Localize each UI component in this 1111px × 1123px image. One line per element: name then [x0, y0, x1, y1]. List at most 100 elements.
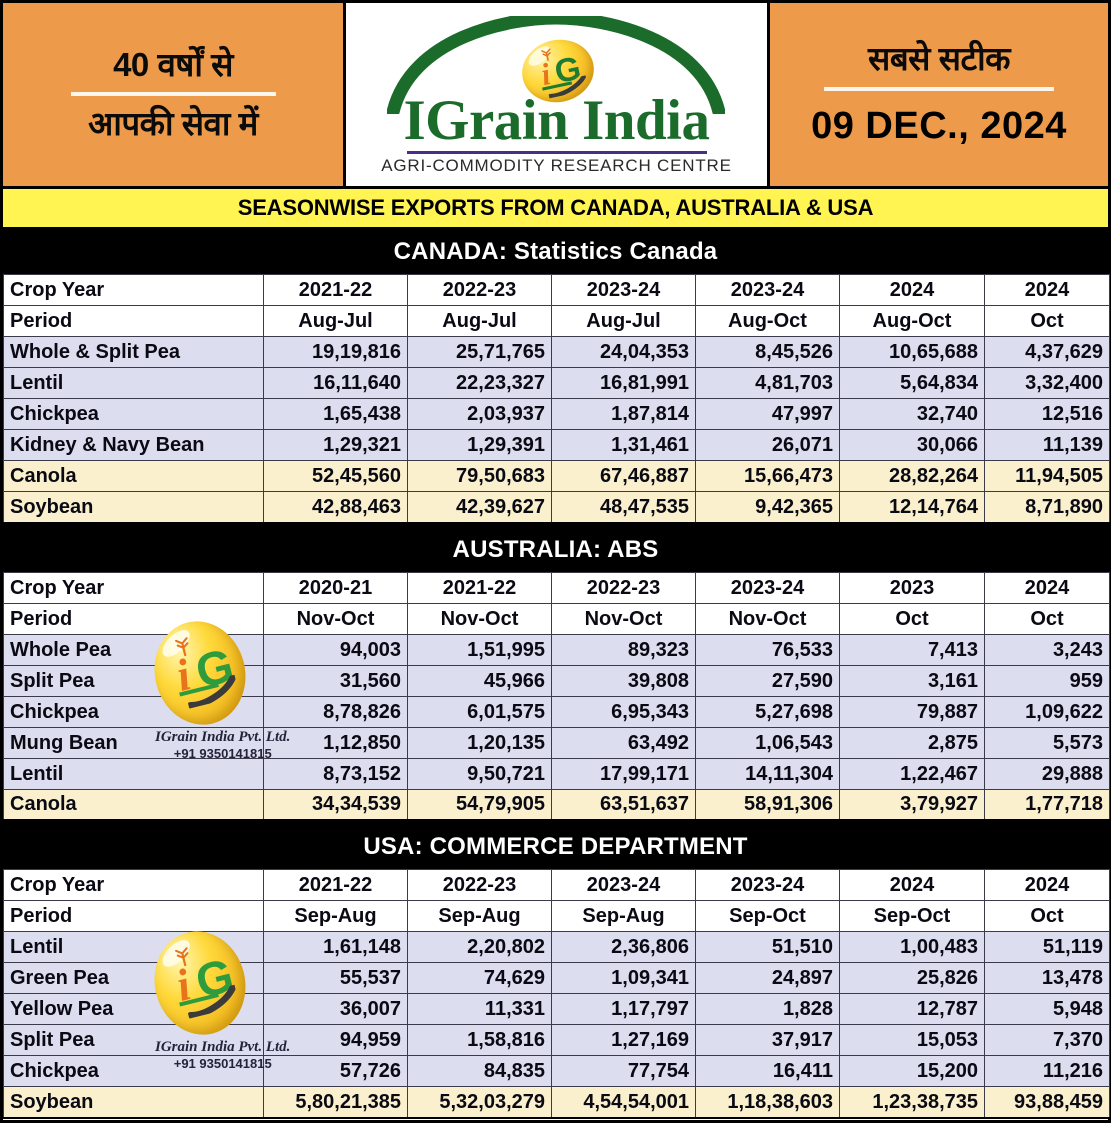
- column-header-cell: Aug-Jul: [551, 305, 696, 337]
- export-value-cell: 77,754: [551, 1055, 696, 1087]
- export-value-cell: 94,003: [263, 633, 408, 666]
- column-header-cell: Aug-Jul: [263, 305, 408, 337]
- table-header-row: Crop Year 2021-22 2022-23 2023-24 2023-24 202…: [3, 274, 1110, 306]
- table-header-row: Period Aug-Jul Aug-Jul Aug-Jul Aug-Oct Aug-Oc…: [3, 305, 1110, 337]
- export-value-cell: 9,50,721: [407, 757, 552, 790]
- column-header-cell: 2023-24: [551, 274, 696, 306]
- export-value-cell: 37,917: [695, 1024, 840, 1056]
- table-row: Mung Bean 1,12,850 1,20,135 63,492 1,06,543 2…: [3, 726, 1110, 759]
- table-row: Green Pea 55,537 74,629 1,09,341 24,897 25,82…: [3, 962, 1110, 994]
- logo-panel: i G IGrain India AGRI-COMMODITY RESEARCH…: [346, 3, 767, 186]
- column-header-cell: 2022-23: [407, 274, 552, 306]
- report-title-banner: SEASONWISE EXPORTS FROM CANADA, AUSTRALI…: [3, 189, 1108, 230]
- export-value-cell: 63,51,637: [551, 788, 696, 821]
- export-value-cell: 15,053: [839, 1024, 985, 1056]
- export-value-cell: 3,79,927: [839, 788, 985, 821]
- export-value-cell: 94,959: [263, 1024, 408, 1056]
- export-value-cell: 1,87,814: [551, 398, 696, 430]
- report-date: 09 DEC., 2024: [811, 105, 1067, 148]
- export-table-australia: Crop Year 2020-21 2021-22 2022-23 2023-24 202…: [3, 571, 1110, 821]
- column-header-cell: Nov-Oct: [695, 602, 840, 635]
- table-row: Lentil 16,11,640 22,23,327 16,81,991 4,81,70…: [3, 367, 1110, 399]
- export-value-cell: 25,71,765: [407, 336, 552, 368]
- section-heading-usa: USA: COMMERCE DEPARTMENT: [3, 825, 1108, 869]
- export-value-cell: 15,66,473: [695, 460, 840, 492]
- export-value-cell: 31,560: [263, 664, 408, 697]
- table-row: Chickpea 8,78,826 6,01,575 6,95,343 5,27,698…: [3, 695, 1110, 728]
- table-header-row: Crop Year 2020-21 2021-22 2022-23 2023-24 202…: [3, 571, 1110, 604]
- export-value-cell: 74,629: [407, 962, 552, 994]
- export-value-cell: 47,997: [695, 398, 840, 430]
- column-header-label: Crop Year: [3, 274, 264, 306]
- export-value-cell: 7,413: [839, 633, 985, 666]
- divider-rule-left: [70, 92, 276, 96]
- export-value-cell: 1,17,797: [551, 993, 696, 1025]
- export-value-cell: 11,94,505: [984, 460, 1110, 492]
- column-header-cell: Oct: [984, 602, 1110, 635]
- export-value-cell: 1,61,148: [263, 931, 408, 963]
- export-value-cell: 57,726: [263, 1055, 408, 1087]
- column-header-cell: Sep-Aug: [407, 900, 552, 932]
- commodity-label: Lentil: [3, 367, 264, 399]
- brand-name: IGrain India: [403, 88, 710, 152]
- export-value-cell: 5,948: [984, 993, 1110, 1025]
- section-divider: [3, 523, 1108, 528]
- column-header-cell: 2024: [984, 274, 1110, 306]
- table-row: Split Pea 94,959 1,58,816 1,27,169 37,917 15,…: [3, 1024, 1110, 1056]
- export-value-cell: 12,787: [839, 993, 985, 1025]
- section-usa: USA: COMMERCE DEPARTMENT Crop Year 2021-22…: [3, 825, 1110, 1119]
- export-value-cell: 93,88,459: [984, 1086, 1110, 1119]
- column-header-cell: Sep-Aug: [263, 900, 408, 932]
- export-value-cell: 5,64,834: [839, 367, 985, 399]
- tagline-right-line1: सबसे सटीक: [868, 39, 1010, 77]
- export-value-cell: 1,65,438: [263, 398, 408, 430]
- table-header-row: Period Sep-Aug Sep-Aug Sep-Aug Sep-Oct Sep-Oc…: [3, 900, 1110, 932]
- commodity-label: Soybean: [3, 1086, 264, 1119]
- sections-container: CANADA: Statistics Canada Crop Year 2021-2…: [3, 230, 1110, 1119]
- column-header-cell: 2021-22: [407, 571, 552, 604]
- export-value-cell: 19,19,816: [263, 336, 408, 368]
- column-header-cell: Sep-Aug: [551, 900, 696, 932]
- export-value-cell: 25,826: [839, 962, 985, 994]
- tagline-left-line2: आपकी सेवा में: [88, 105, 258, 142]
- column-header-cell: 2023: [839, 571, 985, 604]
- table-row: Chickpea 57,726 84,835 77,754 16,411 15,200 11…: [3, 1055, 1110, 1087]
- column-header-cell: Nov-Oct: [407, 602, 552, 635]
- section-heading-canada: CANADA: Statistics Canada: [3, 230, 1108, 274]
- export-value-cell: 8,45,526: [695, 336, 840, 368]
- date-panel-right: सबसे सटीक 09 DEC., 2024: [767, 3, 1108, 186]
- export-value-cell: 79,50,683: [407, 460, 552, 492]
- section-heading-australia: AUSTRALIA: ABS: [3, 527, 1108, 572]
- export-value-cell: 1,77,718: [984, 788, 1110, 821]
- export-value-cell: 30,066: [839, 429, 985, 461]
- export-value-cell: 29,888: [984, 757, 1110, 790]
- export-value-cell: 10,65,688: [839, 336, 985, 368]
- export-value-cell: 67,46,887: [551, 460, 696, 492]
- export-value-cell: 16,81,991: [551, 367, 696, 399]
- export-value-cell: 1,58,816: [407, 1024, 552, 1056]
- column-header-cell: 2023-24: [695, 274, 840, 306]
- brand-divider: [407, 150, 707, 154]
- export-value-cell: 24,04,353: [551, 336, 696, 368]
- export-value-cell: 58,91,306: [695, 788, 840, 821]
- export-value-cell: 7,370: [984, 1024, 1110, 1056]
- wheat-sprig-icon: [541, 47, 551, 61]
- column-header-cell: 2024: [839, 869, 985, 901]
- export-value-cell: 1,12,850: [263, 726, 408, 759]
- table-row: Lentil 1,61,148 2,20,802 2,36,806 51,510 1,00…: [3, 931, 1110, 963]
- export-value-cell: 45,966: [407, 664, 552, 697]
- section-canada: CANADA: Statistics Canada Crop Year 2021-2…: [3, 230, 1110, 528]
- table-row: Soybean 42,88,463 42,39,627 48,47,535 9,42,3…: [3, 491, 1110, 524]
- export-value-cell: 11,331: [407, 993, 552, 1025]
- commodity-label: Soybean: [3, 491, 264, 524]
- column-header-cell: 2020-21: [263, 571, 408, 604]
- brand-tagline: AGRI-COMMODITY RESEARCH CENTRE: [381, 155, 732, 175]
- column-header-cell: Oct: [984, 305, 1110, 337]
- column-header-label: Crop Year: [3, 869, 264, 901]
- export-value-cell: 39,808: [551, 664, 696, 697]
- export-value-cell: 2,36,806: [551, 931, 696, 963]
- column-header-label: Period: [3, 305, 264, 337]
- column-header-cell: 2024: [984, 571, 1110, 604]
- tagline-left-line1: 40 वर्षों से: [113, 45, 233, 83]
